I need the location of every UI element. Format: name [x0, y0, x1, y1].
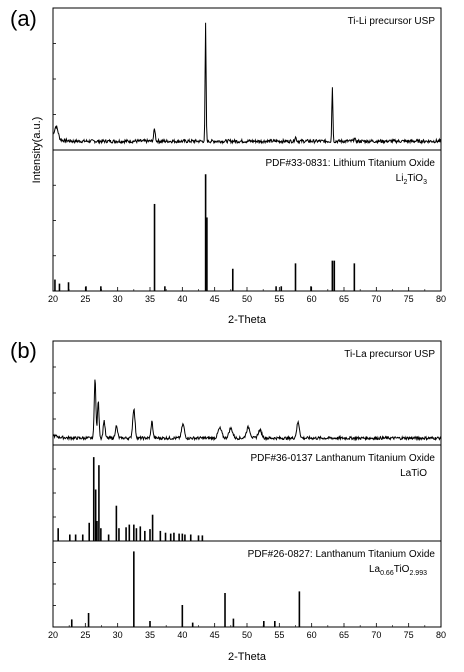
x-tick-label: 30 [113, 630, 123, 640]
subpanel-label: Ti-La precursor USP [344, 349, 435, 360]
x-tick-label: 55 [274, 630, 284, 640]
diffraction-pattern-line [52, 22, 442, 145]
x-tick-label: 35 [145, 294, 155, 304]
x-axis-title: 2-Theta [228, 314, 267, 326]
subpanel-label: PDF#26-0827: Lanthanum Titanium Oxide [248, 549, 436, 560]
subpanel-label: PDF#33-0831: Lithium Titanium Oxide [265, 158, 435, 169]
y-axis-title: Intensity(a.u.) [31, 117, 43, 184]
diffraction-pattern-line [52, 379, 442, 442]
x-tick-label: 80 [436, 630, 446, 640]
subpanel-label: Ti-Li precursor USP [348, 16, 436, 27]
formula-label: Li2TiO3 [396, 173, 427, 186]
formula-part: 0.66 [380, 570, 394, 577]
x-tick-label: 20 [48, 630, 58, 640]
x-tick-label: 45 [210, 630, 220, 640]
x-tick-label: 70 [371, 630, 381, 640]
formula-label: LaTiO [400, 468, 427, 479]
x-tick-label: 60 [307, 294, 317, 304]
panel-label: (b) [10, 338, 37, 363]
formula-part: TiO [407, 173, 423, 184]
x-tick-label: 40 [177, 294, 187, 304]
x-tick-label: 30 [113, 294, 123, 304]
x-tick-label: 65 [339, 294, 349, 304]
formula-part: 3 [423, 179, 427, 186]
x-tick-label: 55 [274, 294, 284, 304]
x-tick-label: 80 [436, 294, 446, 304]
formula-part: TiO [394, 564, 410, 575]
x-tick-label: 50 [242, 630, 252, 640]
x-axis-title: 2-Theta [228, 651, 267, 663]
formula-part: LaTiO [400, 468, 427, 479]
x-tick-label: 45 [210, 294, 220, 304]
x-tick-label: 25 [80, 630, 90, 640]
panel-label: (a) [10, 6, 37, 31]
formula-part: Li [396, 173, 404, 184]
x-tick-label: 25 [80, 294, 90, 304]
formula-part: La [369, 564, 381, 575]
x-tick-label: 70 [371, 294, 381, 304]
formula-part: 2.993 [409, 570, 427, 577]
formula-part: 2 [403, 179, 407, 186]
x-tick-label: 60 [307, 630, 317, 640]
plot-frame [52, 340, 442, 628]
x-tick-label: 40 [177, 630, 187, 640]
subpanel-label: PDF#36-0137 Lanthanum Titanium Oxide [250, 453, 435, 464]
x-tick-label: 65 [339, 630, 349, 640]
x-tick-label: 75 [404, 294, 414, 304]
x-tick-label: 20 [48, 294, 58, 304]
x-tick-label: 75 [404, 630, 414, 640]
formula-label: La0.66TiO2.993 [369, 564, 427, 577]
x-tick-label: 35 [145, 630, 155, 640]
x-tick-label: 50 [242, 294, 252, 304]
